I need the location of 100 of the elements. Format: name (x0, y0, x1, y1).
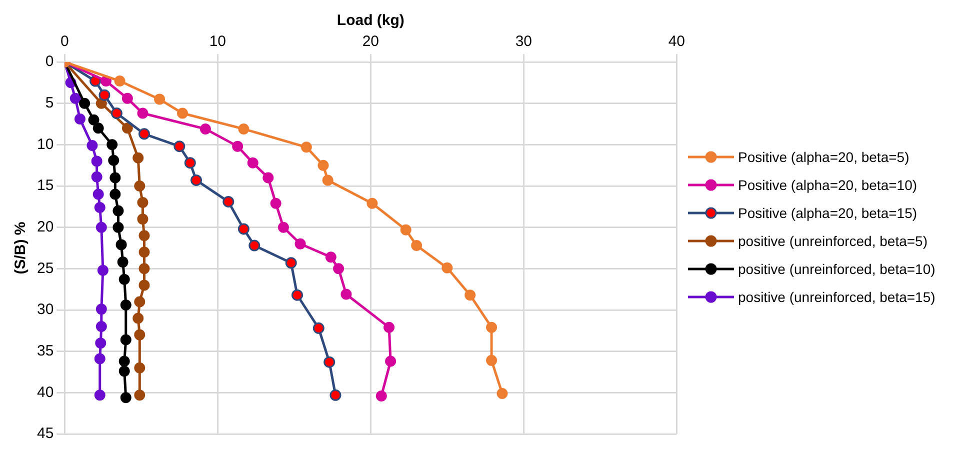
point (464, 290, 476, 301)
point (138, 246, 150, 258)
point (176, 108, 188, 119)
point (88, 114, 100, 126)
legend-label: Positive (alpha=20, beta=5) (738, 149, 910, 165)
point (108, 154, 120, 166)
point (117, 256, 128, 268)
point (118, 366, 130, 377)
y-tick-label: 15 (36, 177, 54, 194)
point (92, 188, 104, 200)
point (74, 114, 86, 125)
point (184, 157, 196, 169)
point (120, 334, 132, 346)
y-tick-label: 30 (36, 301, 54, 318)
point (238, 223, 250, 235)
point (137, 214, 148, 225)
point (94, 353, 106, 364)
point (112, 205, 124, 216)
point (91, 171, 102, 182)
point (247, 157, 258, 168)
y-tick-label: 20 (36, 218, 54, 236)
point (285, 257, 297, 269)
x-tick-label: 10 (209, 33, 226, 50)
point (118, 356, 130, 367)
legend-label: Positive (alpha=20, beta=10) (738, 177, 918, 193)
point (94, 390, 106, 401)
point (318, 160, 329, 171)
point (174, 140, 186, 152)
point (91, 156, 102, 167)
point (110, 172, 121, 184)
point (96, 304, 107, 315)
y-axis-title: (S/B) % (12, 222, 30, 274)
point (70, 92, 81, 104)
point (137, 108, 148, 119)
legend-label: positive (unreinforced, beta=15) (738, 289, 936, 305)
x-tick-label: 40 (668, 33, 685, 50)
point (120, 300, 132, 311)
point (291, 289, 303, 301)
point (154, 94, 166, 105)
point (486, 322, 498, 333)
point (190, 174, 202, 186)
y-tick-label: 45 (36, 425, 54, 442)
point (120, 392, 132, 404)
point (278, 222, 289, 233)
point (110, 108, 122, 120)
point (325, 252, 336, 263)
point (138, 263, 150, 274)
y-tick-label: 10 (36, 136, 54, 153)
point (132, 152, 144, 164)
point (86, 140, 98, 151)
point (411, 240, 422, 252)
point (122, 122, 133, 134)
point (118, 274, 130, 285)
point (384, 322, 395, 333)
legend-label: positive (unreinforced, beta=10) (738, 261, 936, 277)
point (138, 128, 150, 140)
legend-label: positive (unreinforced, beta=5) (738, 233, 928, 249)
y-tick-label: 5 (45, 94, 54, 112)
point (312, 322, 324, 334)
point (300, 142, 312, 153)
point (134, 390, 146, 401)
point (486, 354, 498, 366)
point (116, 239, 127, 250)
point (400, 224, 412, 236)
point (138, 280, 150, 291)
y-tick-label: 35 (36, 342, 54, 360)
point (106, 139, 118, 150)
point (442, 262, 453, 274)
point (366, 198, 378, 209)
point (132, 312, 144, 324)
x-tick-label: 30 (515, 33, 532, 50)
point (200, 123, 211, 134)
point (333, 263, 344, 274)
y-tick-label: 25 (36, 260, 54, 277)
point (134, 362, 146, 374)
point (385, 356, 396, 367)
point (138, 230, 150, 242)
point (79, 98, 90, 109)
point (324, 356, 336, 368)
point (98, 89, 110, 101)
point (112, 222, 124, 233)
point (134, 180, 146, 192)
y-tick-label: 0 (45, 53, 54, 70)
point (114, 76, 126, 87)
point (95, 338, 106, 349)
point (340, 288, 352, 300)
point (376, 390, 387, 402)
point (496, 388, 508, 399)
legend-label: Positive (alpha=20, beta=15) (738, 205, 918, 221)
point (232, 140, 244, 152)
point (222, 196, 234, 208)
point (322, 174, 334, 186)
point (122, 92, 133, 104)
point (96, 321, 107, 332)
point (134, 329, 146, 340)
x-tick-label: 20 (362, 33, 380, 50)
point (96, 222, 107, 233)
point (92, 122, 104, 134)
x-axis-title: Load (kg) (336, 12, 404, 30)
point (134, 296, 146, 308)
